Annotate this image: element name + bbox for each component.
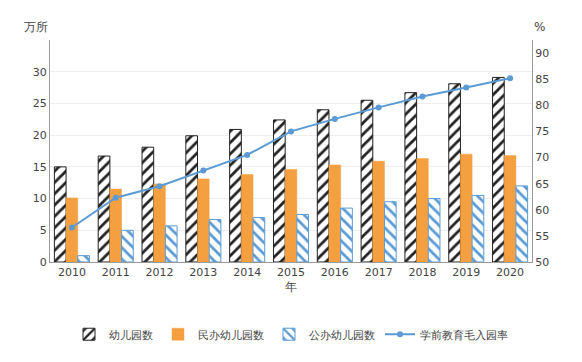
svg-text:2020: 2020 [496,266,524,279]
svg-text:2012: 2012 [146,266,174,279]
svg-text:2018: 2018 [408,266,436,279]
svg-text:10: 10 [33,192,47,205]
svg-text:年: 年 [285,280,297,294]
svg-text:2015: 2015 [277,266,305,279]
svg-text:万所: 万所 [24,20,48,34]
svg-text:5: 5 [40,224,47,237]
svg-text:0: 0 [40,256,47,269]
svg-text:民办幼儿园数: 民办幼儿园数 [198,329,264,342]
svg-text:2017: 2017 [365,266,393,279]
svg-text:90: 90 [535,47,549,60]
svg-text:75: 75 [535,125,549,138]
svg-text:2016: 2016 [321,266,349,279]
svg-text:25: 25 [33,97,47,110]
svg-text:65: 65 [535,178,549,191]
svg-text:2014: 2014 [233,266,261,279]
svg-text:20: 20 [33,129,47,142]
svg-text:85: 85 [535,73,549,86]
svg-text:2019: 2019 [452,266,480,279]
svg-text:%: % [534,20,545,34]
svg-text:2010: 2010 [58,266,86,279]
svg-text:2011: 2011 [102,266,130,279]
svg-text:公办幼儿园数: 公办幼儿园数 [309,329,375,342]
svg-text:15: 15 [33,161,47,174]
svg-text:幼儿园数: 幼儿园数 [109,329,153,342]
svg-text:学前教育毛入园率: 学前教育毛入园率 [420,329,508,342]
svg-text:30: 30 [33,66,47,79]
svg-text:50: 50 [535,256,549,269]
svg-text:60: 60 [535,204,549,217]
svg-text:55: 55 [535,230,549,243]
svg-text:80: 80 [535,99,549,112]
svg-text:2013: 2013 [189,266,217,279]
svg-text:70: 70 [535,151,549,164]
